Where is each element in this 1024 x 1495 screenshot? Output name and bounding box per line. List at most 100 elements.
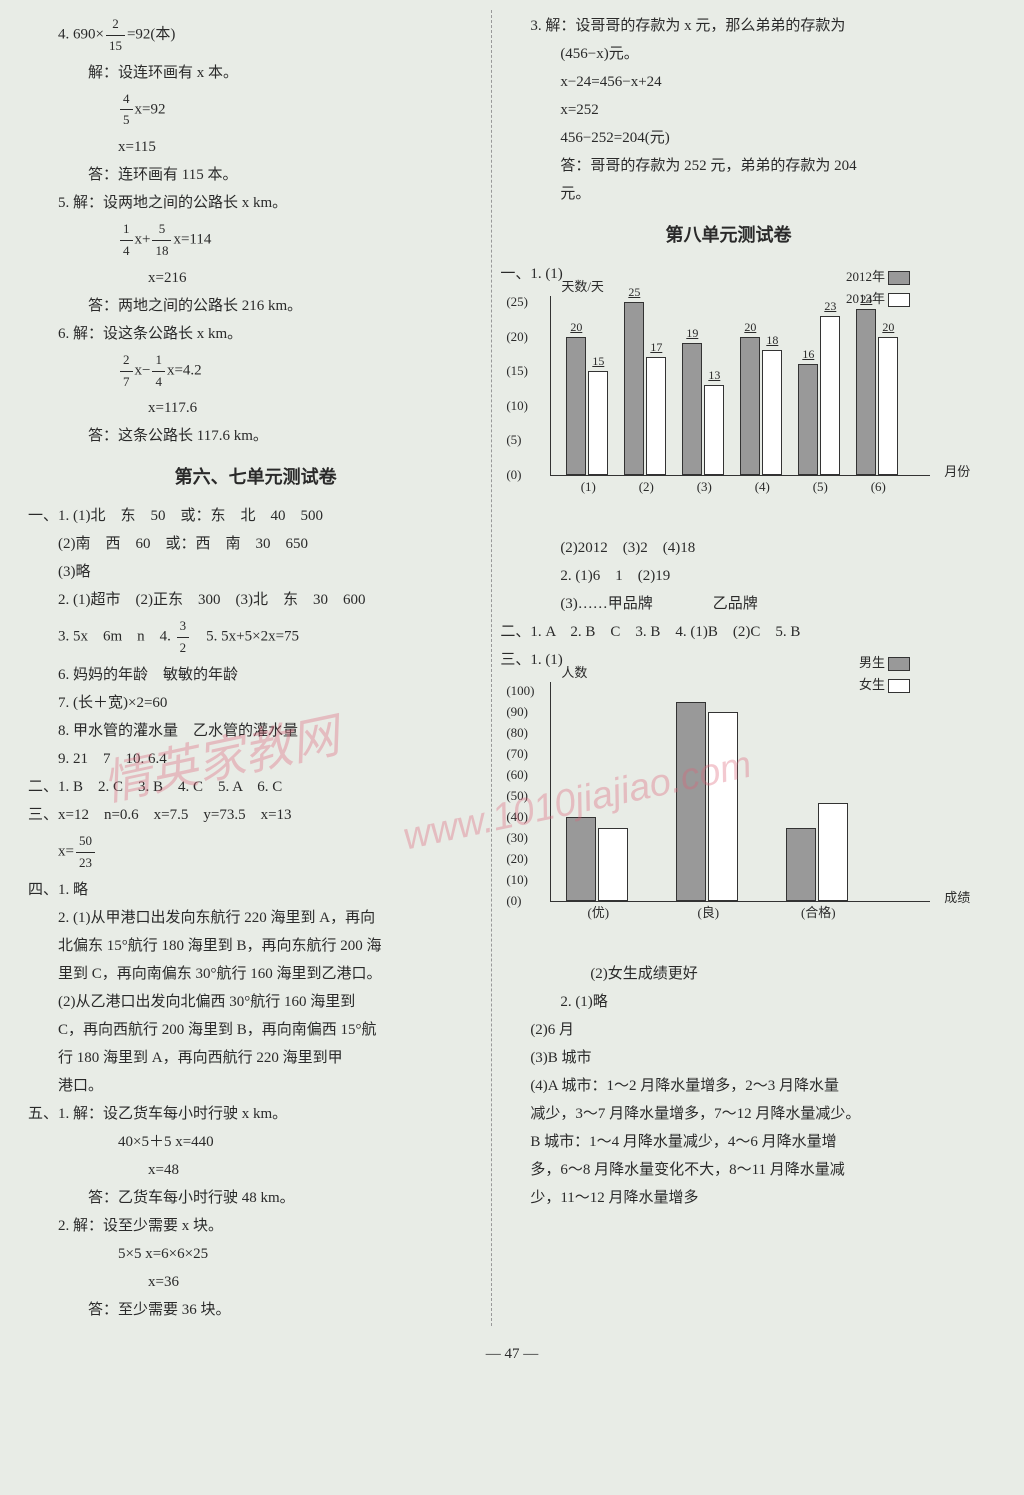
s5-2c: x=36 <box>28 1270 483 1294</box>
chart-area: (0)(10)(20)(30)(40)(50)(60)(70)(80)(90)(… <box>550 682 930 902</box>
y-tick: (5) <box>506 432 521 448</box>
q6-l2: 27x−14x=4.2 <box>28 350 483 393</box>
y-axis-label: 人数 <box>561 662 587 681</box>
r-q3-5: 456−252=204(元) <box>500 126 956 150</box>
s4-2e: C，再向西航行 200 海里到 B，再向南偏西 15°航 <box>28 1018 483 1042</box>
chart-area: (0)(5)(10)(15)(20)(25)天数/天月份2012年 2013年 … <box>550 296 930 476</box>
s5-2b: 5×5 x=6×6×25 <box>28 1242 483 1266</box>
bar-label: 23 <box>818 299 842 314</box>
q5-l3: x=216 <box>28 266 483 290</box>
y-tick: (20) <box>506 851 528 867</box>
s4-2c: 里到 C，再向南偏东 30°航行 160 海里到乙港口。 <box>28 962 483 986</box>
r-s3-4: (2)6 月 <box>500 1018 956 1042</box>
bar-label: 20 <box>876 320 900 335</box>
y-tick: (15) <box>506 363 528 379</box>
s5-2d: 答：至少需要 36 块。 <box>28 1298 483 1322</box>
x-tick: (3) <box>682 479 726 495</box>
y-tick: (0) <box>506 893 521 909</box>
chart-scores: (0) (10) (20) (30) (40) (50) (60) (70) (80) (90) (… <box>500 682 950 952</box>
bar-label: 20 <box>564 320 588 335</box>
bar <box>762 350 782 475</box>
bar-label: 16 <box>796 347 820 362</box>
y-tick: (20) <box>506 329 528 345</box>
y-tick: (60) <box>506 767 528 783</box>
r-s3-2: (2)女生成绩更好 <box>500 962 956 986</box>
y-tick: (0) <box>506 467 521 483</box>
r-q3-7: 元。 <box>500 182 956 206</box>
bar-label: 24 <box>854 292 878 307</box>
bar-label: 15 <box>586 354 610 369</box>
r-s3-6d: 多，6～8 月降水量变化不大，8～11 月降水量减 <box>500 1158 956 1182</box>
s4-2f: 行 180 海里到 A，再向西航行 220 海里到甲 <box>28 1046 483 1070</box>
bar <box>566 817 596 901</box>
r-s3-3: 2. (1)略 <box>500 990 956 1014</box>
s1-8: 8. 甲水管的灌水量 乙水管的灌水量 <box>28 719 483 743</box>
x-tick: (良) <box>676 902 740 921</box>
bar <box>708 712 738 901</box>
s5-1b: 40×5＋5 x=440 <box>28 1130 483 1154</box>
bar <box>646 357 666 475</box>
q6-l1: 6. 解：设这条公路长 x km。 <box>28 322 483 346</box>
s1-4: 2. (1)超市 (2)正东 300 (3)北 东 30 600 <box>28 588 483 612</box>
r-s3-6a: (4)A 城市：1～2 月降水量增多，2～3 月降水量 <box>500 1074 956 1098</box>
s4-2d: (2)从乙港口出发向北偏西 30°航行 160 海里到 <box>28 990 483 1014</box>
s1-6: 6. 妈妈的年龄 敏敏的年龄 <box>28 663 483 687</box>
bar-label: 25 <box>622 285 646 300</box>
x-tick: (优) <box>566 902 630 921</box>
y-tick: (90) <box>506 704 528 720</box>
bar <box>856 309 876 475</box>
q4-l5: 答：连环画有 115 本。 <box>28 163 483 187</box>
s5-1d: 答：乙货车每小时行驶 48 km。 <box>28 1186 483 1210</box>
s1-9: 9. 21 7 10. 6.4 <box>28 747 483 771</box>
s1-1: 一、1. (1)北 东 50 或：东 北 40 500 <box>28 504 483 528</box>
q6-l3: x=117.6 <box>28 396 483 420</box>
bar <box>740 337 760 475</box>
r-s3-6c: B 城市：1～4 月降水量减少，4～6 月降水量增 <box>500 1130 956 1154</box>
r-s3-5: (3)B 城市 <box>500 1046 956 1070</box>
s1-3: (3)略 <box>28 560 483 584</box>
q5-l4: 答：两地之间的公路长 216 km。 <box>28 294 483 318</box>
y-tick: (70) <box>506 746 528 762</box>
bar <box>598 828 628 901</box>
y-tick: (30) <box>506 830 528 846</box>
q5-l2: 14x+518x=114 <box>28 219 483 262</box>
y-tick: (80) <box>506 725 528 741</box>
bar <box>704 385 724 475</box>
bar-label: 17 <box>644 340 668 355</box>
x-tick: (1) <box>566 479 610 495</box>
bar <box>588 371 608 475</box>
y-tick: (40) <box>506 809 528 825</box>
bar-label: 19 <box>680 326 704 341</box>
s4-1: 四、1. 略 <box>28 878 483 902</box>
x-tick: (6) <box>856 479 900 495</box>
r-q3-3: x−24=456−x+24 <box>500 70 956 94</box>
s5-1: 五、1. 解：设乙货车每小时行驶 x km。 <box>28 1102 483 1126</box>
s4-2a: 2. (1)从甲港口出发向东航行 220 海里到 A，再向 <box>28 906 483 930</box>
q4-l4: x=115 <box>28 135 483 159</box>
s5-1c: x=48 <box>28 1158 483 1182</box>
q4-l2: 解：设连环画有 x 本。 <box>28 61 483 85</box>
bar <box>624 302 644 475</box>
y-tick: (50) <box>506 788 528 804</box>
x-tick: (5) <box>798 479 842 495</box>
s1-5: 3. 5x 6m n 4. 32 5. 5x+5×2x=75 <box>28 616 483 659</box>
s3b: x=5023 <box>28 831 483 874</box>
r-q3-6: 答：哥哥的存款为 252 元，弟弟的存款为 204 <box>500 154 956 178</box>
left-column: 4. 690×215=92(本) 解：设连环画有 x 本。 45x=92 x=1… <box>20 10 492 1326</box>
q4-l3: 45x=92 <box>28 89 483 132</box>
right-column: 3. 解：设哥哥的存款为 x 元，那么弟弟的存款为 (456−x)元。 x−24… <box>492 10 964 1326</box>
x-tick: (合格) <box>786 902 850 921</box>
s3a: 三、x=12 n=0.6 x=7.5 y=73.5 x=13 <box>28 803 483 827</box>
r-s2: 二、1. A 2. B C 3. B 4. (1)B (2)C 5. B <box>500 620 956 644</box>
chart-days: (0)(5)(10)(15)(20)(25)天数/天月份2012年 2013年 … <box>500 296 950 526</box>
q6-l4: 答：这条公路长 117.6 km。 <box>28 424 483 448</box>
legend-item: 2012年 <box>846 266 910 285</box>
bar <box>878 337 898 475</box>
r-q3-2: (456−x)元。 <box>500 42 956 66</box>
legend-item: 女生 <box>859 674 910 693</box>
bar <box>818 803 848 901</box>
s4-2g: 港口。 <box>28 1074 483 1098</box>
s1-2: (2)南 西 60 或：西 南 30 650 <box>28 532 483 556</box>
r-q3-4: x=252 <box>500 98 956 122</box>
y-tick: (10) <box>506 872 528 888</box>
